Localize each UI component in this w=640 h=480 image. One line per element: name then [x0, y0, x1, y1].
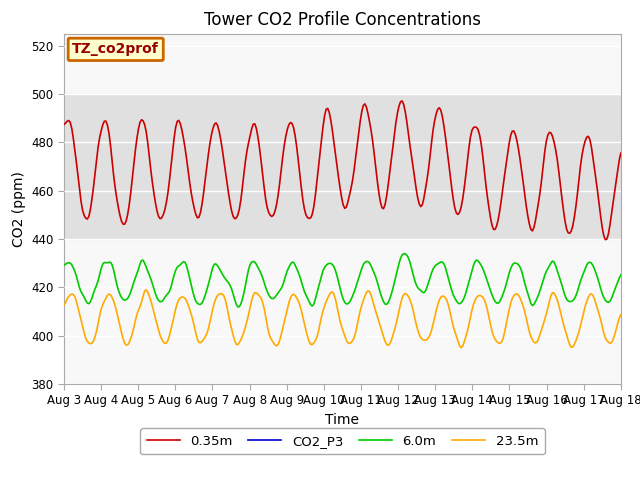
6.0m [60, 262, 68, 268]
0.35m [254, 133, 262, 139]
X-axis label: Time: Time [325, 413, 360, 427]
23.5m [142, 287, 150, 293]
0.35m [303, 215, 311, 220]
Bar [64, 94, 621, 239]
23.5m [60, 302, 68, 308]
23.5m [617, 312, 625, 318]
23.5m [255, 293, 263, 299]
6.0m [589, 263, 596, 268]
Y-axis label: CO2 (ppm): CO2 (ppm) [12, 171, 26, 247]
Line: 23.5m: 23.5m [64, 290, 621, 348]
0.35m [226, 199, 234, 205]
23.5m [246, 304, 254, 310]
6.0m [255, 267, 263, 273]
0.35m [129, 176, 136, 182]
23.5m [305, 338, 313, 344]
6.0m [617, 272, 625, 278]
23.5m [129, 331, 136, 336]
6.0m [226, 282, 234, 288]
Title: Tower CO2 Profile Concentrations: Tower CO2 Profile Concentrations [204, 11, 481, 29]
6.0m [234, 304, 241, 310]
23.5m [228, 326, 236, 332]
0.35m [617, 150, 625, 156]
0.35m [398, 98, 406, 104]
23.5m [457, 345, 465, 350]
6.0m [305, 299, 313, 304]
Line: 6.0m: 6.0m [64, 253, 621, 307]
0.35m [602, 237, 609, 242]
6.0m [129, 284, 136, 290]
23.5m [589, 292, 596, 298]
6.0m [246, 262, 254, 267]
0.35m [60, 121, 68, 127]
Legend: 0.35m, CO2_P3, 6.0m, 23.5m: 0.35m, CO2_P3, 6.0m, 23.5m [140, 428, 545, 455]
Line: 0.35m: 0.35m [64, 101, 621, 240]
0.35m [244, 140, 252, 145]
6.0m [400, 251, 408, 256]
0.35m [588, 144, 595, 150]
Text: TZ_co2prof: TZ_co2prof [72, 42, 159, 56]
